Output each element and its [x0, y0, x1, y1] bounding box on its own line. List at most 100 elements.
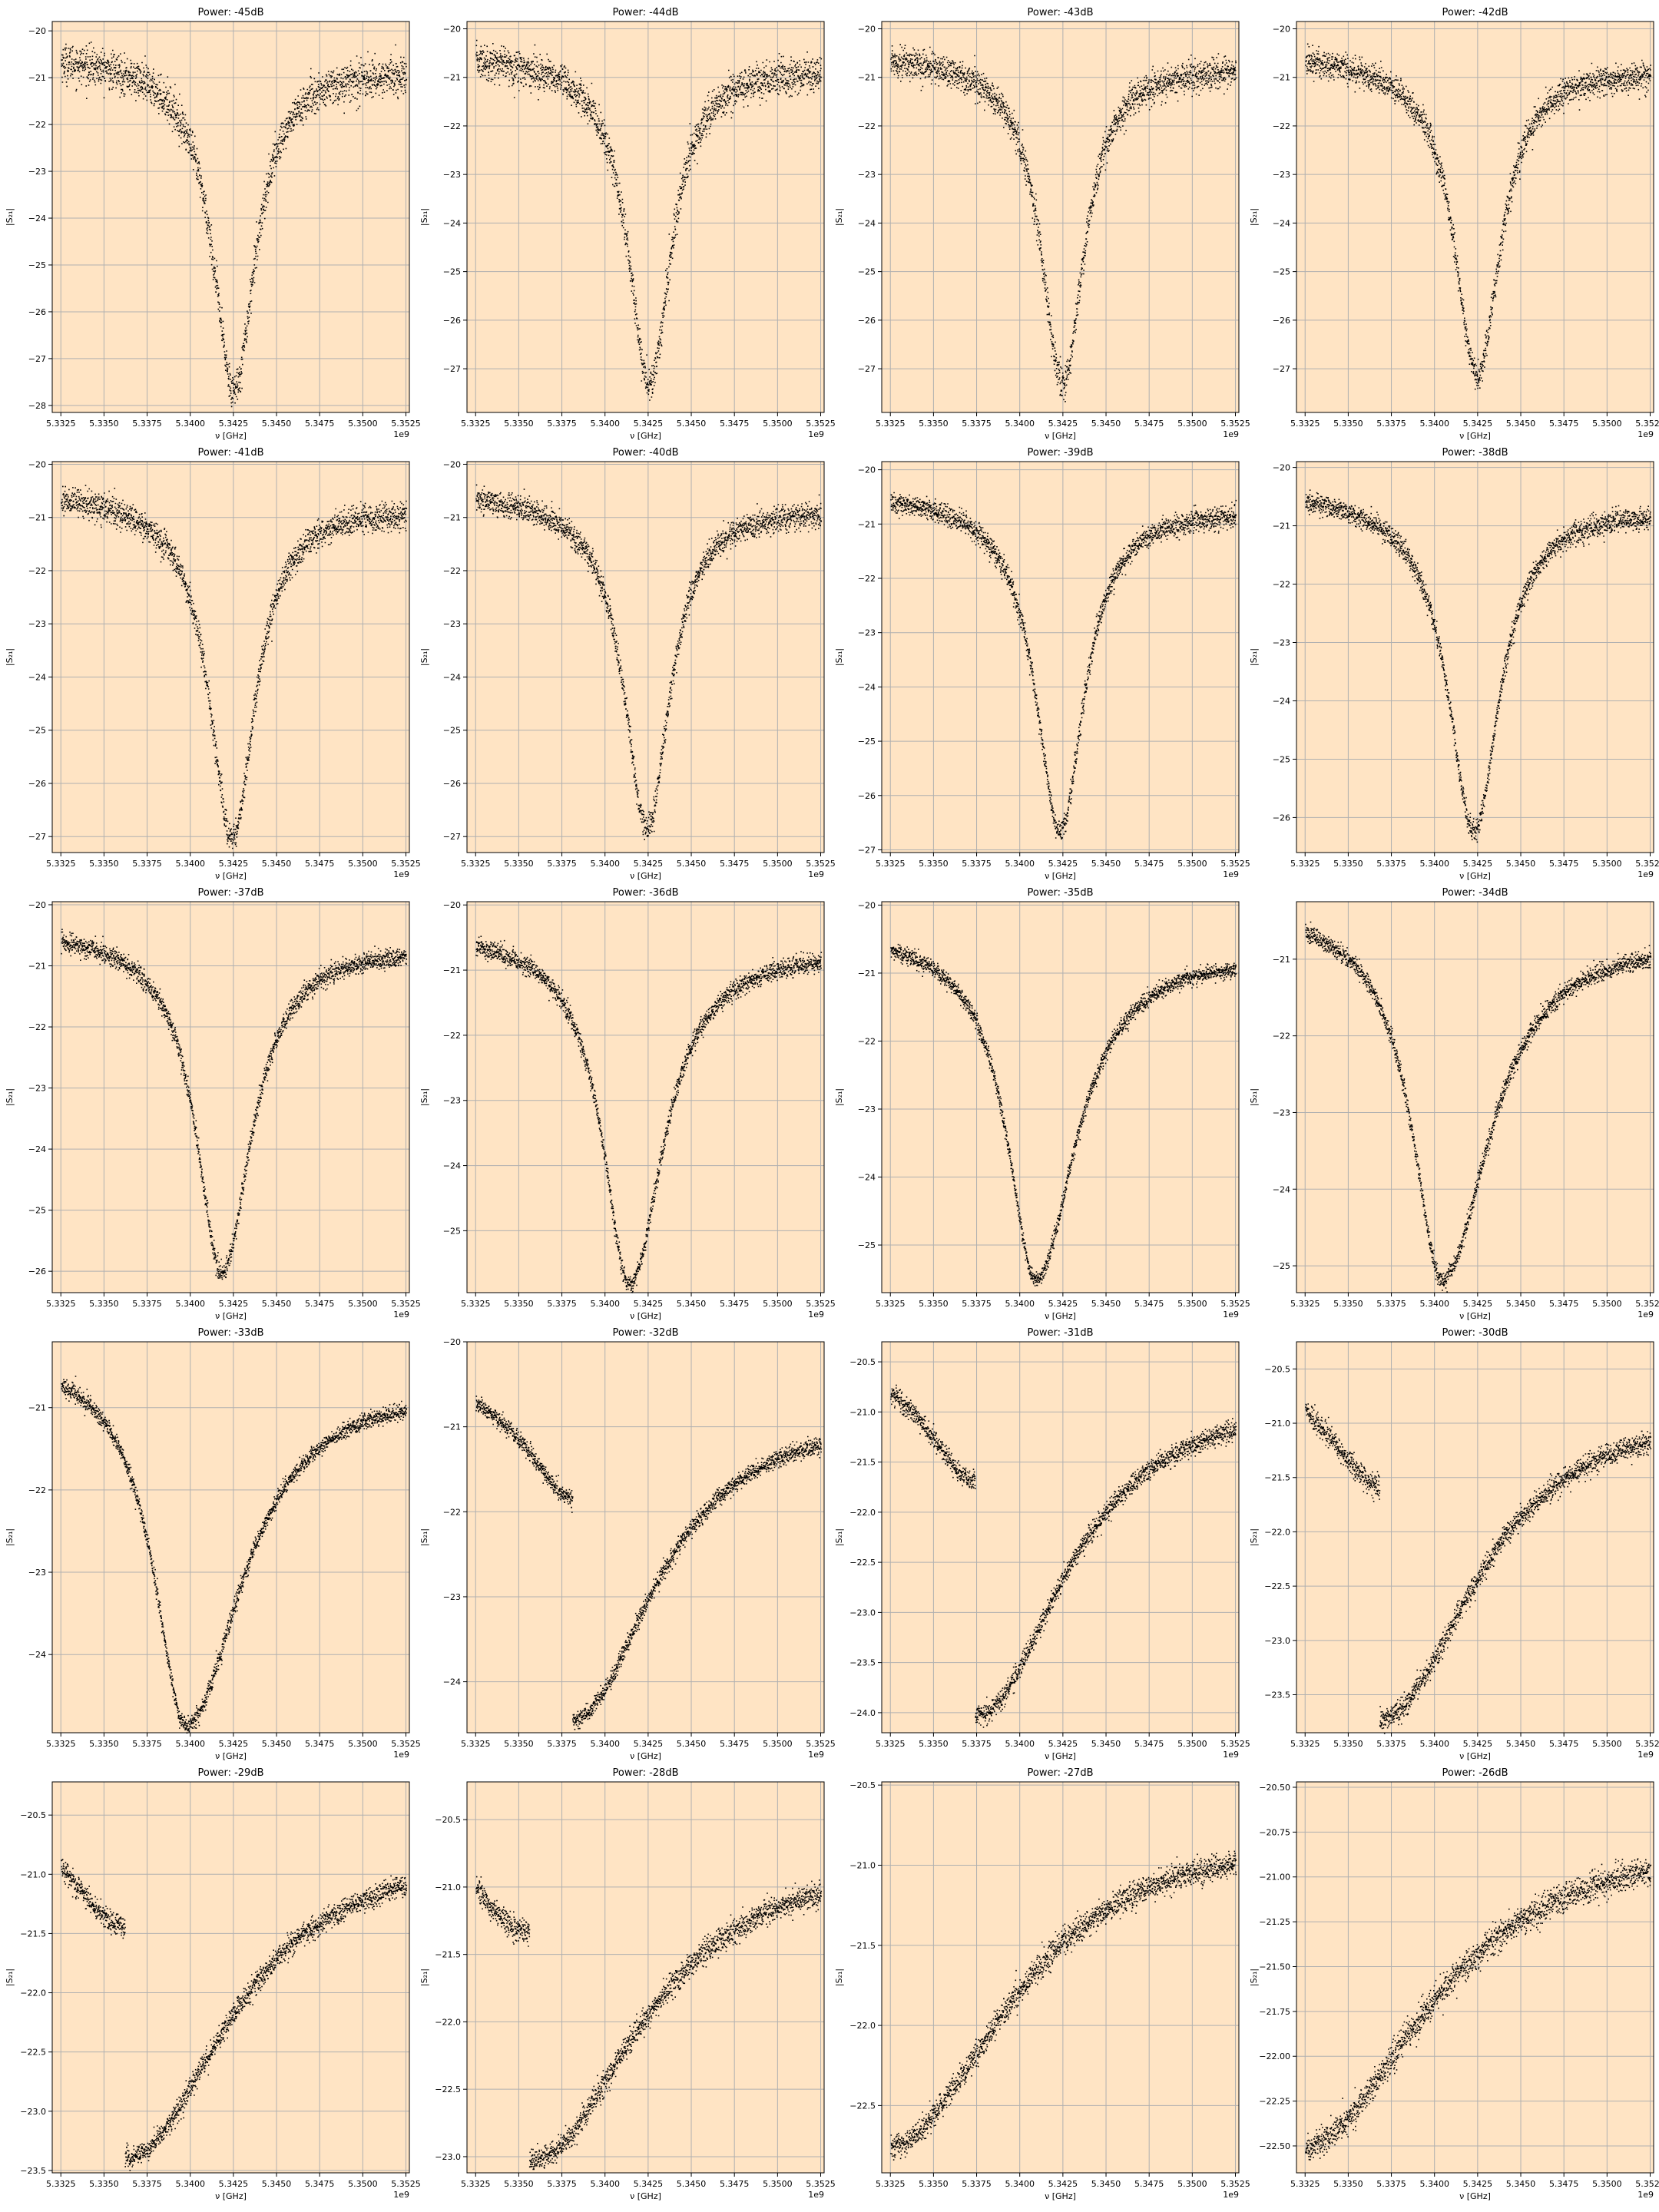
y-tick-label: −22 [858, 121, 876, 131]
x-tick-label: 5.3500 [1177, 1739, 1207, 1749]
data-series [1305, 1858, 1652, 2161]
y-tick-label: −20 [858, 900, 876, 910]
x-axis-label: ν [GHz] [1459, 1311, 1491, 1321]
x-tick-label: 5.3450 [677, 1739, 707, 1749]
axes-background [882, 22, 1239, 412]
y-tick-label: −20 [28, 900, 46, 910]
y-tick-label: −21.0 [849, 1860, 876, 1870]
y-tick-label: −20.5 [849, 1357, 876, 1367]
x-offset-label: 1e9 [393, 2190, 409, 2200]
axes-background [467, 22, 824, 412]
y-tick-label: −22 [443, 566, 461, 576]
x-tick-label: 5.3525 [1635, 2179, 1659, 2189]
y-tick-label: −20.5 [20, 1810, 46, 1820]
x-tick-label: 5.3375 [132, 1299, 162, 1309]
y-tick-label: −23.0 [1264, 1636, 1290, 1646]
x-tick-label: 5.3400 [590, 859, 620, 869]
x-offset-label: 1e9 [808, 1750, 824, 1760]
y-tick-label: −21 [443, 513, 461, 523]
chart-panel-2: 5.3325 5.3350 5.3375 5.3400 5.3425 5.3450 5.34… [419, 7, 836, 441]
x-tick-label: 5.3400 [1419, 1299, 1449, 1309]
y-axis-label: |S₂₁| [5, 1088, 15, 1106]
x-tick-label: 5.3450 [677, 419, 707, 429]
y-tick-label: −23 [28, 619, 46, 629]
y-tick-label: −23 [1273, 1108, 1290, 1118]
x-tick-label: 5.3475 [1134, 1739, 1164, 1749]
y-tick-label: −20 [443, 24, 461, 34]
y-axis-label: |S₂₁| [1249, 648, 1259, 666]
x-tick-label: 5.3525 [806, 419, 836, 429]
y-tick-label: −22 [1273, 580, 1290, 590]
x-tick-label: 5.3450 [262, 859, 292, 869]
y-tick-label: −21 [1273, 73, 1290, 83]
x-tick-label: 5.3325 [461, 2179, 491, 2189]
y-tick-label: −24 [443, 672, 461, 682]
x-axis-label: ν [GHz] [1045, 431, 1076, 441]
x-axis-label: ν [GHz] [630, 1751, 661, 1761]
y-tick-label: −23 [443, 170, 461, 180]
x-tick-label: 5.3375 [547, 859, 577, 869]
x-tick-label: 5.3425 [634, 1299, 664, 1309]
x-tick-label: 5.3450 [262, 1739, 292, 1749]
x-tick-label: 5.3350 [1333, 859, 1363, 869]
x-tick-label: 5.3375 [1376, 2179, 1406, 2189]
axes-background [52, 22, 409, 412]
y-tick-label: −20.5 [1264, 1364, 1290, 1374]
x-tick-label: 5.3325 [461, 1299, 491, 1309]
y-tick-label: −21 [858, 73, 876, 83]
x-tick-label: 5.3500 [763, 419, 793, 429]
axes-frame [51, 21, 410, 413]
y-tick-label: −21.0 [435, 1883, 461, 1892]
x-tick-label: 5.3375 [1376, 859, 1406, 869]
chart-panel-1: 5.3325 5.3350 5.3375 5.3400 5.3425 5.3450 5.34… [5, 7, 421, 441]
x-tick-label: 5.3375 [132, 1739, 162, 1749]
x-tick-label: 5.3425 [634, 419, 664, 429]
x-tick-label: 5.3500 [1592, 419, 1622, 429]
axes-background [882, 462, 1239, 853]
x-tick-label: 5.3450 [1506, 1739, 1536, 1749]
x-tick-label: 5.3375 [962, 1739, 992, 1749]
x-tick-label: 5.3375 [962, 859, 992, 869]
y-tick-label: −27 [443, 832, 461, 842]
x-tick-label: 5.3475 [1134, 859, 1164, 869]
y-tick-label: −25 [858, 267, 876, 277]
x-tick-label: 5.3325 [876, 859, 906, 869]
x-tick-label: 5.3500 [763, 1299, 793, 1309]
y-tick-label: −22 [858, 1036, 876, 1046]
x-tick-label: 5.3475 [1134, 2179, 1164, 2189]
y-tick-label: −21.5 [435, 1950, 461, 1960]
x-tick-label: 5.3350 [504, 859, 534, 869]
axes-frame [466, 1341, 825, 1734]
y-axis-label: |S₂₁| [1249, 1969, 1259, 1986]
x-axis-label: ν [GHz] [1459, 431, 1491, 441]
y-tick-label: −21.00 [1259, 1873, 1290, 1883]
x-tick-label: 5.3425 [219, 2179, 249, 2189]
axes-background [1296, 1342, 1654, 1733]
y-axis-label: |S₂₁| [5, 648, 15, 666]
axes-frame [466, 21, 825, 413]
y-tick-label: −21 [443, 1422, 461, 1432]
x-tick-label: 5.3350 [89, 859, 119, 869]
y-tick-label: −20.5 [849, 1780, 876, 1790]
x-tick-label: 5.3500 [1592, 859, 1622, 869]
chart-title: Power: -34dB [1442, 887, 1508, 899]
y-axis-label: |S₂₁| [834, 1528, 844, 1546]
y-tick-label: −22.5 [1264, 1581, 1290, 1591]
x-tick-label: 5.3400 [1419, 2179, 1449, 2189]
x-tick-label: 5.3375 [132, 2179, 162, 2189]
x-tick-label: 5.3350 [504, 1299, 534, 1309]
x-axis-label: ν [GHz] [215, 431, 247, 441]
x-tick-label: 5.3475 [1134, 1299, 1164, 1309]
y-tick-label: −20 [28, 459, 46, 469]
axes-frame [51, 901, 410, 1293]
chart-panel-15: 5.3325 5.3350 5.3375 5.3400 5.3425 5.3450 5.34… [834, 1327, 1250, 1761]
x-tick-label: 5.3375 [132, 419, 162, 429]
chart-panel-3: 5.3325 5.3350 5.3375 5.3400 5.3425 5.3450 5.34… [834, 7, 1250, 441]
y-tick-label: −21 [28, 962, 46, 972]
x-tick-label: 5.3400 [1005, 1739, 1035, 1749]
x-tick-label: 5.3450 [1091, 859, 1121, 869]
axes-background [882, 1342, 1239, 1733]
x-tick-label: 5.3350 [89, 1739, 119, 1749]
y-tick-label: −25 [858, 1240, 876, 1250]
